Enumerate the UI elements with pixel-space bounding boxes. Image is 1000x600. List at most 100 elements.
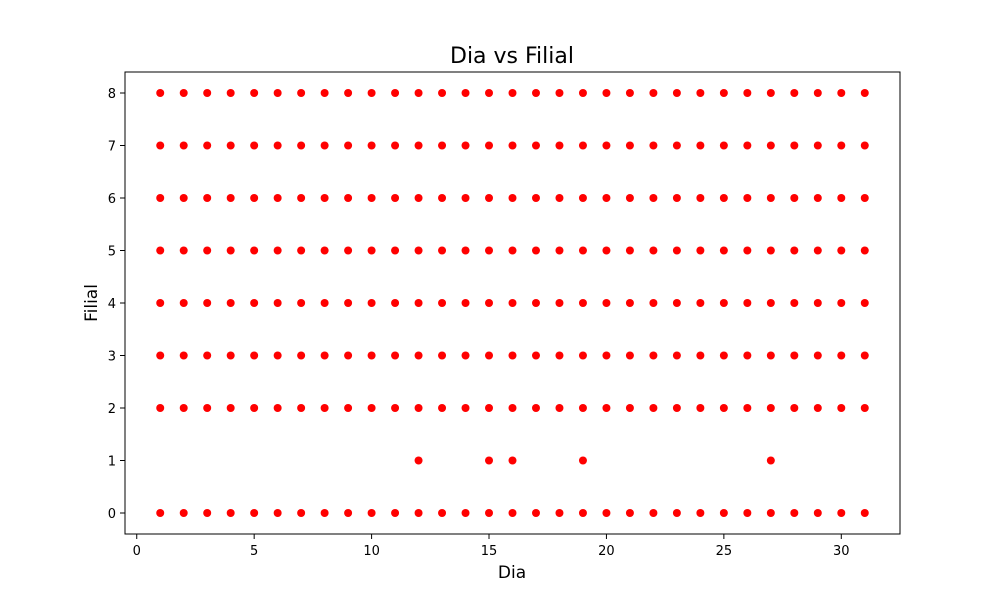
data-point [531, 509, 540, 517]
data-point [555, 351, 564, 360]
data-point [367, 299, 376, 307]
data-point [837, 404, 846, 412]
y-tick-label: 3 [108, 350, 116, 365]
data-point [226, 299, 235, 307]
data-point [203, 246, 212, 255]
data-point [508, 194, 517, 202]
data-point [391, 194, 400, 202]
data-point [320, 89, 329, 97]
data-point [766, 509, 775, 517]
data-point [625, 299, 634, 307]
data-point [602, 194, 611, 202]
data-point [790, 194, 799, 202]
data-point [625, 89, 634, 97]
data-point [461, 299, 470, 307]
data-point [766, 141, 775, 150]
data-point [531, 89, 540, 97]
data-point [367, 141, 376, 150]
data-point [719, 509, 728, 517]
data-point [391, 299, 400, 307]
data-point [696, 299, 705, 307]
data-point [719, 404, 728, 412]
data-point [179, 141, 188, 150]
data-point [179, 404, 188, 412]
data-point [766, 456, 775, 465]
x-tick-label: 0 [133, 544, 141, 559]
data-point [156, 509, 165, 517]
data-point [156, 141, 165, 150]
data-point [672, 404, 681, 412]
data-point [320, 299, 329, 307]
data-point [766, 194, 775, 202]
data-point [485, 141, 494, 150]
data-point [226, 509, 235, 517]
data-point [837, 509, 846, 517]
data-point [226, 141, 235, 150]
data-point [179, 246, 188, 255]
data-point [438, 404, 447, 412]
data-point [414, 456, 423, 465]
data-point [438, 141, 447, 150]
data-point [813, 89, 822, 97]
y-tick-label: 8 [108, 87, 116, 102]
data-point [367, 246, 376, 255]
data-point [602, 141, 611, 150]
y-axis: 0 1 2 3 4 5 6 7 8 [108, 87, 125, 522]
data-point [273, 89, 282, 97]
data-point [578, 299, 587, 307]
data-point [250, 141, 259, 150]
data-point [391, 509, 400, 517]
data-point [837, 89, 846, 97]
data-point [391, 89, 400, 97]
data-point [203, 299, 212, 307]
data-point [367, 404, 376, 412]
data-point [860, 246, 869, 255]
y-tick-label: 4 [108, 297, 116, 312]
data-point [743, 89, 752, 97]
data-point [602, 404, 611, 412]
data-point [555, 141, 564, 150]
data-point [273, 194, 282, 202]
data-point [203, 404, 212, 412]
data-point [461, 141, 470, 150]
data-point [320, 141, 329, 150]
data-point [860, 351, 869, 360]
data-point [719, 351, 728, 360]
data-point [203, 194, 212, 202]
x-tick-label: 10 [363, 544, 380, 559]
data-point [649, 299, 658, 307]
data-point [508, 404, 517, 412]
y-tick-label: 1 [108, 455, 116, 470]
data-point [438, 246, 447, 255]
data-point [696, 89, 705, 97]
data-point [719, 141, 728, 150]
data-point [531, 299, 540, 307]
data-point [156, 351, 165, 360]
data-point [602, 246, 611, 255]
data-point [602, 509, 611, 517]
data-point [344, 246, 353, 255]
data-point [696, 351, 705, 360]
data-point [156, 194, 165, 202]
data-point [602, 89, 611, 97]
data-points [156, 89, 869, 517]
data-point [531, 351, 540, 360]
data-point [860, 89, 869, 97]
data-point [766, 246, 775, 255]
data-point [508, 456, 517, 465]
data-point [226, 404, 235, 412]
data-point [344, 299, 353, 307]
data-point [578, 351, 587, 360]
data-point [837, 246, 846, 255]
data-point [578, 89, 587, 97]
data-point [297, 141, 306, 150]
data-point [485, 194, 494, 202]
data-point [226, 89, 235, 97]
data-point [414, 299, 423, 307]
data-point [508, 246, 517, 255]
data-point [649, 141, 658, 150]
data-point [391, 246, 400, 255]
data-point [226, 246, 235, 255]
data-point [203, 141, 212, 150]
data-point [602, 351, 611, 360]
